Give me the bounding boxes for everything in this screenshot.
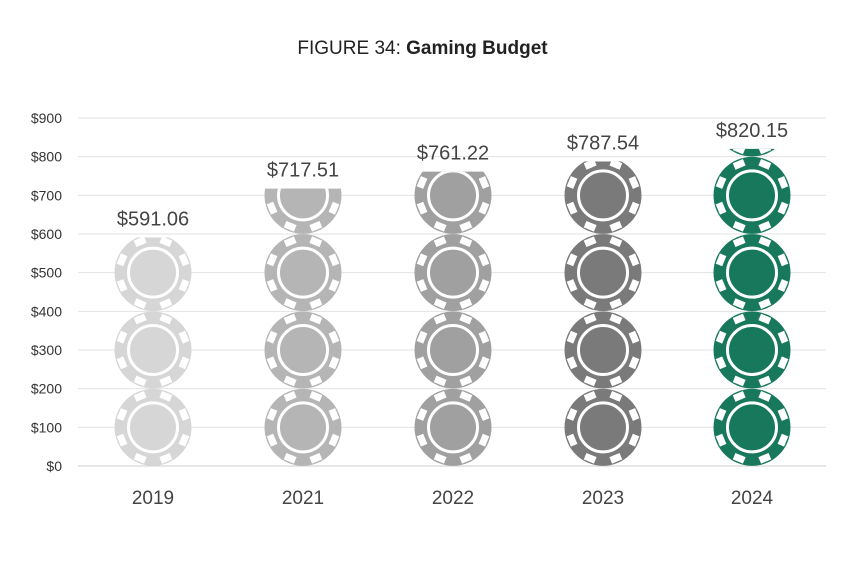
chip [414, 171, 492, 234]
chip [729, 148, 775, 157]
y-tick-label: $300 [31, 342, 62, 358]
x-tick-label: 2023 [582, 488, 624, 509]
chip [414, 311, 492, 389]
chip [114, 388, 192, 466]
gridlines [78, 117, 826, 467]
y-tick-label: $500 [31, 265, 62, 281]
chip [713, 156, 791, 234]
x-tick-label: 2021 [282, 488, 324, 509]
x-tick-label: 2022 [432, 488, 474, 509]
value-label: $761.22 [417, 143, 489, 165]
chart-title-prefix: FIGURE 34: [297, 38, 407, 59]
y-axis: $0 $100 $200 $300 $400 $500 $600 $700 $800 $900 [31, 110, 62, 474]
chip [414, 388, 492, 466]
value-label: $820.15 [716, 120, 788, 142]
chart-title: FIGURE 34: Gaming Budget [0, 38, 845, 60]
value-label: $591.06 [117, 208, 189, 230]
bar-2023 [564, 161, 642, 466]
x-axis: 2019 2021 2022 2023 2024 [132, 488, 774, 509]
chip [564, 161, 642, 234]
chip [713, 388, 791, 466]
value-label: $717.51 [267, 160, 339, 182]
x-tick-label: 2019 [132, 488, 174, 509]
bar-2024 [713, 148, 791, 466]
y-tick-label: $800 [31, 149, 62, 165]
y-tick-label: $0 [46, 458, 62, 474]
chart-title-bold: Gaming Budget [406, 38, 548, 59]
x-tick-label: 2024 [731, 488, 774, 509]
bar-2022 [414, 171, 492, 466]
y-tick-label: $400 [31, 303, 62, 319]
bars [114, 148, 791, 466]
bar-2021 [264, 188, 342, 466]
chip [564, 388, 642, 466]
y-tick-label: $700 [31, 187, 62, 203]
y-tick-label: $100 [31, 419, 62, 435]
chip [264, 311, 342, 389]
y-tick-label: $600 [31, 226, 62, 242]
y-tick-label: $900 [31, 110, 62, 126]
chip [564, 311, 642, 389]
value-labels: $591.06 $717.51 $761.22 $787.54 $820.15 [117, 120, 788, 231]
bar-2019 [114, 237, 192, 466]
y-tick-label: $200 [31, 381, 62, 397]
chip [713, 234, 791, 312]
chip [264, 188, 342, 234]
chip [264, 234, 342, 312]
chip [114, 311, 192, 389]
chip [713, 311, 791, 389]
chip [114, 237, 192, 312]
chip [414, 234, 492, 312]
chip [264, 388, 342, 466]
chip [564, 234, 642, 312]
value-label: $787.54 [567, 132, 639, 154]
